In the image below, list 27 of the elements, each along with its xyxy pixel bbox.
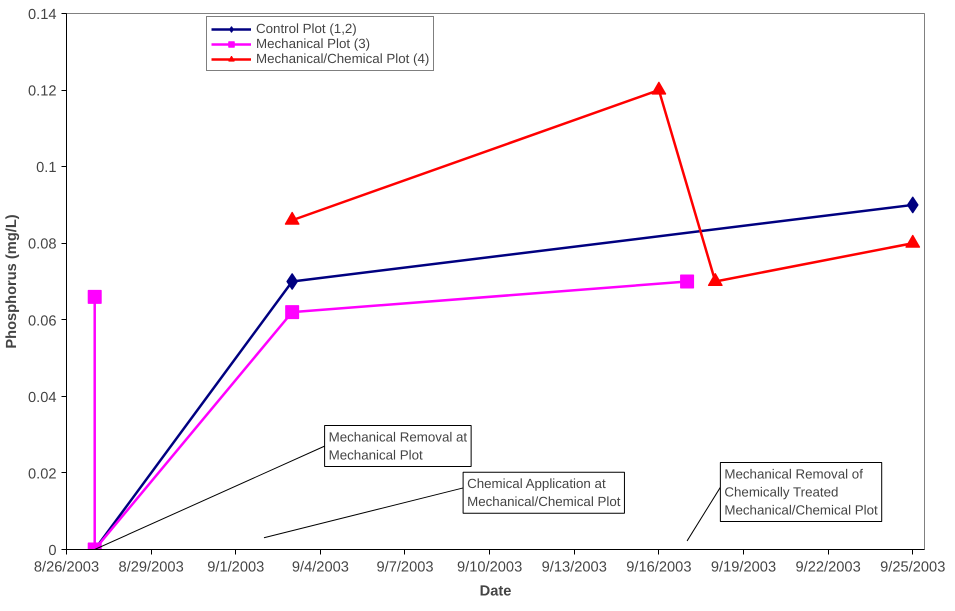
y-tick-label: 0.1 bbox=[36, 160, 56, 176]
x-tick-label: 9/25/2003 bbox=[880, 560, 946, 576]
x-axis-title: Date bbox=[480, 584, 512, 600]
x-tick-label: 9/13/2003 bbox=[542, 560, 607, 576]
x-tick-label: 8/29/2003 bbox=[118, 560, 184, 576]
y-tick-label: 0.14 bbox=[28, 7, 57, 23]
x-tick-label: 9/4/2003 bbox=[292, 560, 349, 576]
y-tick-label: 0.08 bbox=[28, 236, 57, 253]
annotation: Mechanical Removal at Mechanical Plot bbox=[328, 429, 468, 462]
y-axis-title: Phosphorus (mg/L) bbox=[4, 214, 20, 349]
annotation: Chemical Application at Mechanical/Chemical Plot bbox=[467, 476, 621, 510]
y-tick-label: 0 bbox=[48, 543, 57, 559]
x-tick-label: 9/10/2003 bbox=[457, 560, 522, 576]
x-tick-label: 9/7/2003 bbox=[376, 560, 434, 576]
legend-label: Mechanical/Chemical Plot (4) bbox=[256, 51, 430, 66]
y-tick-label: 0.06 bbox=[28, 313, 57, 330]
legend-label: Mechanical Plot (3) bbox=[256, 36, 370, 51]
y-tick-label: 0.02 bbox=[28, 466, 57, 482]
x-tick-label: 9/19/2003 bbox=[710, 560, 776, 576]
x-tick-label: 9/22/2003 bbox=[796, 560, 861, 576]
y-tick-label: 0.04 bbox=[28, 390, 57, 406]
x-tick-label: 8/26/2003 bbox=[34, 560, 100, 576]
x-tick-label: 9/16/2003 bbox=[626, 560, 692, 576]
annotation: Mechanical Removal of Chemically Treated Mechanical/Chemical Plot bbox=[724, 466, 878, 518]
y-tick-label: 0.12 bbox=[28, 84, 57, 100]
legend-label: Control Plot (1,2) bbox=[256, 21, 357, 36]
x-tick-label: 9/1/2003 bbox=[207, 560, 264, 576]
